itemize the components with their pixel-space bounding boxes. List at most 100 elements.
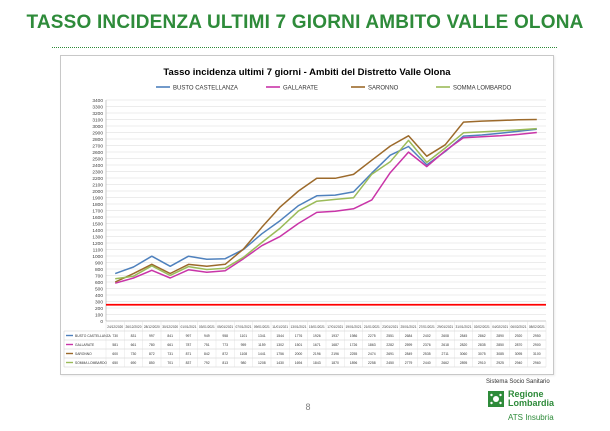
- table-cell: 1776: [295, 334, 303, 338]
- legend-label: GALLARATE: [283, 86, 318, 92]
- data-table: BUSTO CASTELLANZA 730 831 997 841 997 949 958 11…: [63, 321, 547, 368]
- y-tick-label: 2400: [92, 163, 103, 169]
- table-cell: 958: [222, 334, 228, 338]
- y-tick-label: 2100: [92, 182, 103, 188]
- table-cell: 2535: [423, 352, 431, 356]
- y-tick-label: 3400: [92, 98, 103, 104]
- y-tick-label: 3300: [92, 104, 103, 110]
- table-cell: 787: [186, 343, 192, 347]
- x-tick-label: 26/12/2020: [126, 325, 142, 329]
- table-cell: 997: [149, 334, 155, 338]
- table-cell: 842: [204, 352, 210, 356]
- y-tick-label: 1900: [92, 195, 103, 201]
- y-tick-label: 200: [95, 306, 103, 312]
- table-cell: 2950: [533, 334, 541, 338]
- table-cell: 1441: [258, 352, 266, 356]
- table-cell: 1694: [295, 361, 303, 365]
- regione-lombardia-logo: Sistema Socio Sanitario Regione Lombardi…: [474, 373, 604, 428]
- x-tick-label: 03/01/2021: [199, 325, 215, 329]
- table-cell: 2474: [368, 352, 376, 356]
- table-cell: 2925: [496, 361, 504, 365]
- y-tick-label: 1100: [93, 247, 104, 253]
- y-tick-label: 1000: [92, 254, 103, 260]
- y-tick-label: 100: [95, 312, 103, 318]
- table-cell: 872: [149, 352, 155, 356]
- x-tick-label: 13/01/2021: [291, 325, 307, 329]
- chart-legend: BUSTO CASTELLANZA GALLARATE SARONNO SOMMA L…: [156, 86, 512, 92]
- table-cell: 1430: [276, 361, 284, 365]
- table-cell: 1896: [350, 361, 358, 365]
- table-cell: 2711: [442, 352, 449, 356]
- table-cell: 2282: [386, 343, 394, 347]
- y-tick-label: 900: [95, 260, 103, 266]
- x-tick-label: 27/01/2021: [419, 325, 435, 329]
- table-cell: 2890: [496, 334, 504, 338]
- x-tick-label: 28/12/2020: [144, 325, 160, 329]
- table-cell: 980: [241, 361, 247, 365]
- table-cell: 872: [222, 352, 228, 356]
- y-tick-label: 2000: [92, 189, 103, 195]
- table-cell: 2599: [405, 343, 413, 347]
- table-cell: 2376: [423, 343, 431, 347]
- y-tick-label: 1800: [92, 202, 103, 208]
- y-tick-label: 400: [95, 293, 103, 299]
- series-line-1: [114, 131, 537, 284]
- table-cell: 1843: [313, 361, 321, 365]
- table-cell: 701: [167, 361, 173, 365]
- x-tick-label: 24/12/2020: [107, 325, 123, 329]
- table-cell: 2849: [405, 352, 413, 356]
- table-cell: 871: [186, 352, 192, 356]
- x-tick-label: 04/02/2021: [492, 325, 508, 329]
- x-tick-label: 11/01/2021: [272, 325, 288, 329]
- y-tick-label: 2600: [92, 150, 103, 156]
- series-line-3: [115, 127, 537, 280]
- table-cell: 3095: [515, 352, 523, 356]
- x-tick-label: 19/01/2021: [346, 325, 362, 329]
- y-tick-label: 3200: [92, 111, 103, 117]
- table-cell: 2608: [441, 334, 449, 338]
- table-cell: 2196: [331, 352, 339, 356]
- y-tick-label: 3100: [92, 117, 103, 123]
- table-cell: 1671: [313, 343, 321, 347]
- x-tick-label: 02/02/2021: [474, 325, 490, 329]
- x-tick-label: 21/01/2021: [364, 325, 380, 329]
- table-cell: 3085: [496, 352, 504, 356]
- table-cell: 3060: [460, 352, 468, 356]
- table-cell: 1501: [295, 343, 303, 347]
- table-cell: 1926: [313, 334, 321, 338]
- table-cell: 1159: [258, 343, 265, 347]
- chart-panel: Tasso incidenza ultimi 7 giorni - Ambiti…: [60, 55, 554, 375]
- table-cell: 2196: [313, 352, 321, 356]
- table-cell: 1756: [276, 352, 284, 356]
- rosa-camuna-icon: [488, 391, 504, 407]
- table-cell: 2440: [423, 361, 431, 365]
- x-tick-label: 01/01/2021: [181, 325, 197, 329]
- table-cell: 2862: [478, 334, 486, 338]
- x-axis: 24/12/2020 26/12/2020 28/12/2020 30/12/2020…: [107, 325, 545, 329]
- table-cell: 2258: [368, 361, 376, 365]
- table-cell: 1870: [331, 361, 339, 365]
- y-tick-label: 2700: [92, 143, 103, 149]
- logo-region-name: Regione Lombardia: [508, 389, 555, 408]
- table-cell: 2684: [405, 334, 413, 338]
- y-tick-label: 1700: [92, 208, 103, 214]
- table-cell: 2940: [515, 361, 523, 365]
- table-series-label: BUSTO CASTELLANZA: [75, 334, 111, 338]
- page-number: 8: [305, 402, 311, 412]
- table-cell: 2895: [460, 361, 468, 365]
- y-tick-label: 600: [95, 280, 103, 286]
- table-cell: 2662: [441, 361, 449, 365]
- y-tick-label: 2500: [92, 156, 103, 162]
- table-cell: 3075: [478, 352, 486, 356]
- table-cell: 813: [222, 361, 228, 365]
- table-cell: 780: [149, 343, 155, 347]
- x-tick-label: 17/01/2021: [327, 325, 343, 329]
- table-cell: 2450: [386, 361, 394, 365]
- table-cell: 2551: [386, 334, 394, 338]
- plot-area: [106, 118, 546, 306]
- x-tick-label: 08/02/2021: [529, 325, 545, 329]
- y-tick-label: 0: [100, 319, 103, 325]
- table-cell: 792: [204, 361, 210, 365]
- table-cell: 2779: [405, 361, 413, 365]
- table-cell: 837: [186, 361, 192, 365]
